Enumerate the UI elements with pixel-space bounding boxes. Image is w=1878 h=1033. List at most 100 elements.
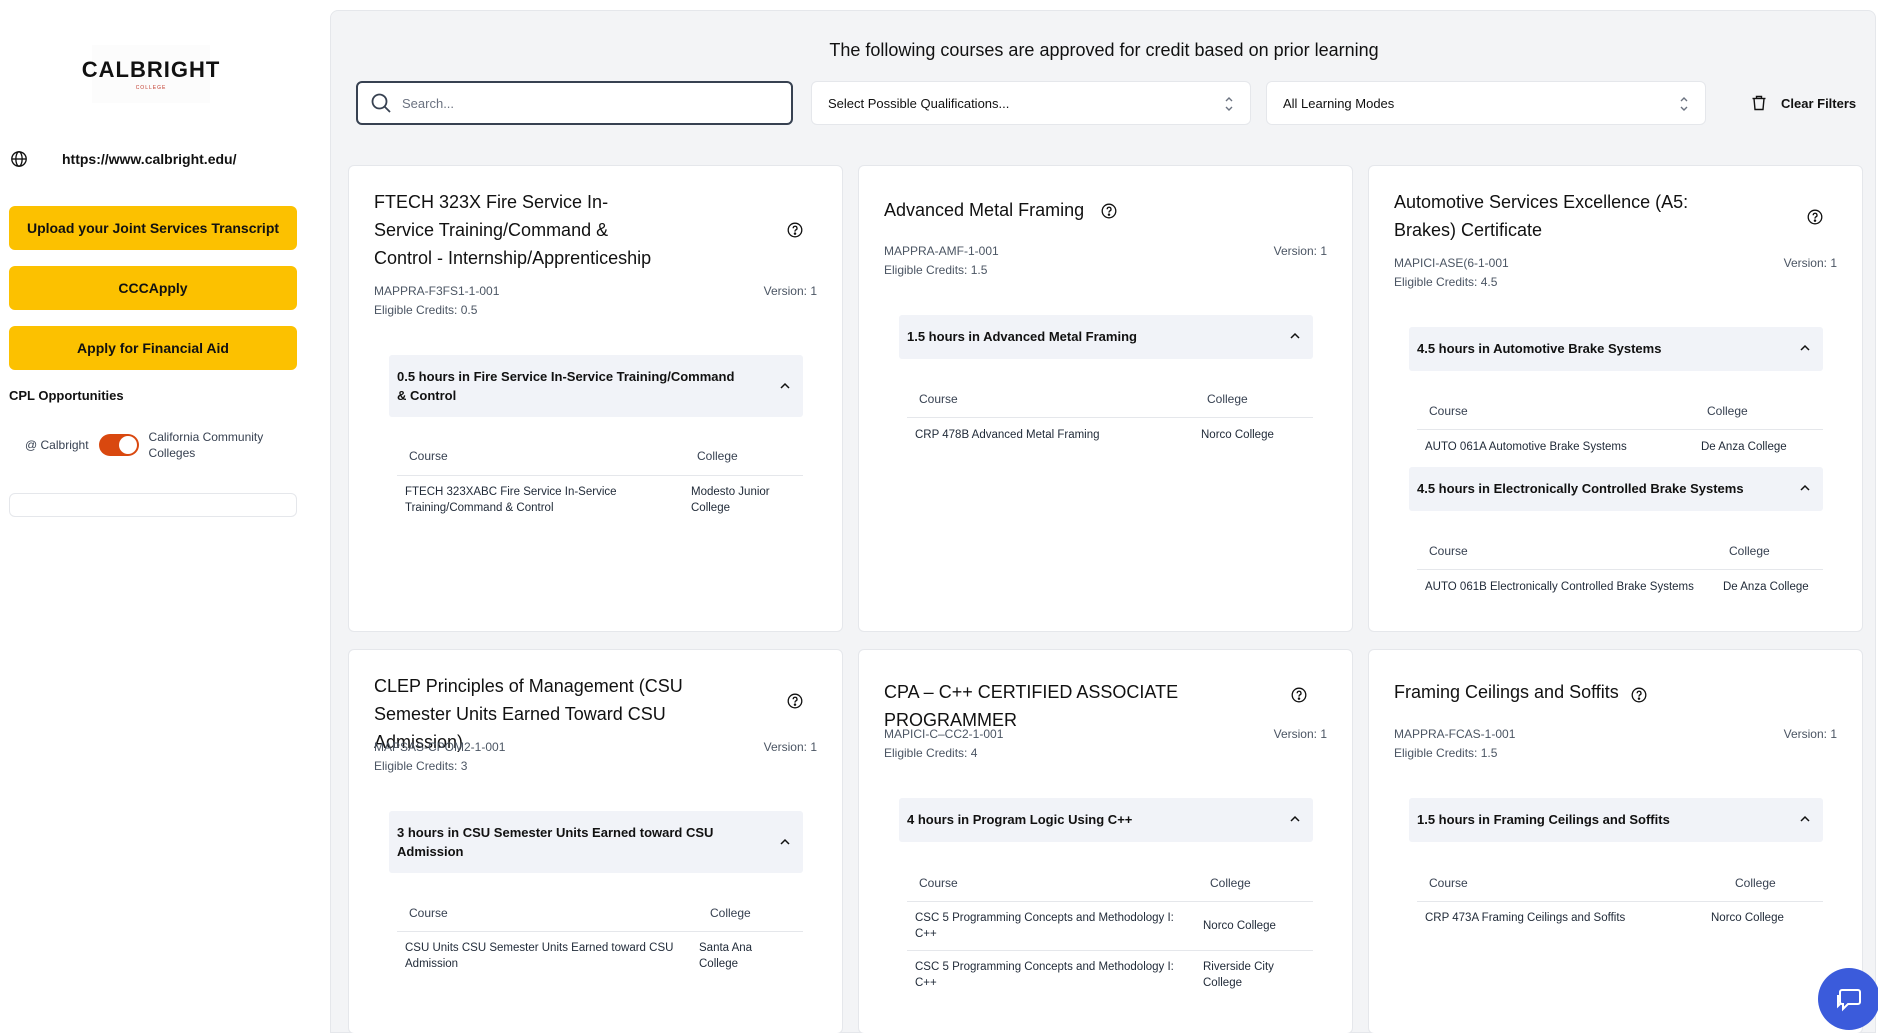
chevron-up-icon bbox=[1800, 344, 1810, 351]
course-column-header: Course bbox=[1429, 404, 1468, 418]
table-header: Course College bbox=[397, 906, 803, 926]
course-cell: CSC 5 Programming Concepts and Methodolo… bbox=[915, 961, 1174, 989]
card-version: Version: 1 bbox=[763, 284, 817, 298]
college-cell: Norco College bbox=[1203, 920, 1276, 932]
card-version: Version: 1 bbox=[1783, 727, 1837, 741]
accordion-header[interactable]: 0.5 hours in Fire Service In-Service Tra… bbox=[389, 355, 803, 417]
accordion-heading: 0.5 hours in Fire Service In-Service Tra… bbox=[397, 369, 735, 403]
accordion-heading: 1.5 hours in Framing Ceilings and Soffit… bbox=[1417, 812, 1670, 827]
course-cell: FTECH 323XABC Fire Service In-Service Tr… bbox=[405, 486, 617, 514]
college-cell: Norco College bbox=[1711, 912, 1784, 924]
card-code: MAPSAS-CPOM2-1-001 bbox=[374, 740, 506, 754]
card-title: FTECH 323X Fire Service In-Service Train… bbox=[374, 192, 652, 268]
site-link-row: https://www.calbright.edu/ bbox=[10, 150, 236, 168]
help-circle-icon[interactable] bbox=[1807, 209, 1823, 225]
card-version: Version: 1 bbox=[763, 740, 817, 754]
table-header: Course College bbox=[907, 392, 1313, 412]
learning-modes-select[interactable]: All Learning Modes bbox=[1266, 81, 1706, 125]
course-cell: AUTO 061A Automotive Brake Systems bbox=[1425, 441, 1627, 453]
table-row: CSC 5 Programming Concepts and Methodolo… bbox=[907, 950, 1313, 1000]
course-column-header: Course bbox=[919, 876, 958, 890]
chevron-up-icon bbox=[780, 838, 790, 845]
accordion-header[interactable]: 4.5 hours in Electronically Controlled B… bbox=[1409, 467, 1823, 511]
site-link[interactable]: https://www.calbright.edu/ bbox=[62, 151, 237, 167]
accordion-heading: 4.5 hours in Electronically Controlled B… bbox=[1417, 481, 1744, 496]
card-version: Version: 1 bbox=[1273, 727, 1327, 741]
accordion-header[interactable]: 1.5 hours in Advanced Metal Framing bbox=[899, 315, 1313, 359]
course-column-header: Course bbox=[409, 906, 448, 920]
upload-transcript-button[interactable]: Upload your Joint Services Transcript bbox=[9, 206, 297, 250]
table-row: CSC 5 Programming Concepts and Methodolo… bbox=[907, 901, 1313, 950]
card-title: CLEP Principles of Management (CSU Semes… bbox=[374, 676, 683, 752]
table-row: CSU Units CSU Semester Units Earned towa… bbox=[397, 931, 803, 981]
help-circle-icon[interactable] bbox=[1101, 203, 1117, 219]
sidebar-empty-panel bbox=[9, 493, 297, 517]
toggle-left-label: @ Calbright bbox=[25, 438, 89, 452]
help-circle-icon[interactable] bbox=[1631, 687, 1647, 703]
course-column-header: Course bbox=[1429, 876, 1468, 890]
clear-filters-button[interactable]: Clear Filters bbox=[1751, 81, 1871, 125]
search-input[interactable] bbox=[402, 95, 782, 111]
college-cell: Norco College bbox=[1201, 429, 1274, 441]
college-column-header: College bbox=[1735, 876, 1776, 890]
cpl-scope-toggle[interactable] bbox=[98, 434, 139, 456]
chevron-up-icon bbox=[1800, 815, 1810, 822]
college-column-header: College bbox=[697, 449, 738, 463]
cccapply-button[interactable]: CCCApply bbox=[9, 266, 297, 310]
logo-subtext: COLLEGE bbox=[135, 85, 167, 91]
college-cell: De Anza College bbox=[1723, 581, 1809, 593]
accordion-heading: 1.5 hours in Advanced Metal Framing bbox=[907, 329, 1137, 344]
card-credits: Eligible Credits: 0.5 bbox=[374, 303, 478, 317]
chevron-updown-icon bbox=[1680, 97, 1688, 111]
card-credits: Eligible Credits: 4 bbox=[884, 746, 978, 760]
card-title: Automotive Services Excellence (A5: Brak… bbox=[1394, 192, 1689, 240]
trash-icon bbox=[1752, 95, 1766, 111]
search-icon bbox=[371, 93, 391, 113]
cpl-opportunities-heading: CPL Opportunities bbox=[9, 388, 124, 403]
chevron-up-icon bbox=[780, 382, 790, 389]
accordion-header[interactable]: 4.5 hours in Automotive Brake Systems bbox=[1409, 327, 1823, 371]
course-card: FTECH 323X Fire Service In-Service Train… bbox=[348, 165, 843, 632]
table-header: Course College bbox=[1417, 876, 1823, 896]
toggle-right-label: California Community Colleges bbox=[148, 430, 264, 460]
college-cell: Santa Ana College bbox=[699, 942, 753, 970]
table-header: Course College bbox=[1417, 544, 1823, 564]
sidebar: CALBRIGHT COLLEGE https://www.calbright.… bbox=[0, 0, 328, 1033]
college-column-header: College bbox=[710, 906, 751, 920]
logo-wordmark: CALBRIGHT bbox=[81, 57, 221, 82]
card-code: MAPPRA-FCAS-1-001 bbox=[1394, 727, 1516, 741]
course-column-header: Course bbox=[1429, 544, 1468, 558]
college-cell: Modesto Junior College bbox=[691, 486, 770, 514]
accordion-heading: 3 hours in CSU Semester Units Earned tow… bbox=[397, 825, 714, 859]
accordion-header[interactable]: 1.5 hours in Framing Ceilings and Soffit… bbox=[1409, 798, 1823, 842]
card-version: Version: 1 bbox=[1783, 256, 1837, 270]
accordion-header[interactable]: 3 hours in CSU Semester Units Earned tow… bbox=[389, 811, 803, 873]
card-code: MAPPRA-F3FS1-1-001 bbox=[374, 284, 500, 298]
help-circle-icon[interactable] bbox=[1291, 687, 1307, 703]
financial-aid-button[interactable]: Apply for Financial Aid bbox=[9, 326, 297, 370]
course-card: Framing Ceilings and Soffits MAPPRA-FCAS… bbox=[1368, 649, 1863, 1033]
college-column-header: College bbox=[1707, 404, 1748, 418]
chat-button[interactable] bbox=[1818, 968, 1878, 1030]
course-cell: CRP 478B Advanced Metal Framing bbox=[915, 429, 1100, 441]
accordion-heading: 4 hours in Program Logic Using C++ bbox=[907, 812, 1133, 827]
globe-icon bbox=[11, 151, 27, 167]
course-column-header: Course bbox=[409, 449, 448, 463]
help-circle-icon[interactable] bbox=[787, 693, 803, 709]
main-panel: The following courses are approved for c… bbox=[330, 10, 1876, 1033]
card-version: Version: 1 bbox=[1273, 244, 1327, 258]
card-code: MAPPRA-AMF-1-001 bbox=[884, 244, 999, 258]
card-title: CPA – C++ CERTIFIED ASSOCIATE PROGRAMMER bbox=[884, 682, 1179, 730]
card-credits: Eligible Credits: 1.5 bbox=[1394, 746, 1498, 760]
search-box[interactable] bbox=[356, 81, 793, 125]
chat-icon bbox=[1837, 989, 1861, 1012]
chevron-up-icon bbox=[1290, 815, 1300, 822]
help-circle-icon[interactable] bbox=[787, 222, 803, 238]
card-code: MAPICI-C–CC2-1-001 bbox=[884, 727, 1004, 741]
qualifications-select[interactable]: Select Possible Qualifications... bbox=[811, 81, 1251, 125]
card-title: Framing Ceilings and Soffits bbox=[1394, 682, 1619, 702]
toggle-knob bbox=[118, 436, 137, 454]
chevron-up-icon bbox=[1290, 332, 1300, 339]
accordion-header[interactable]: 4 hours in Program Logic Using C++ bbox=[899, 798, 1313, 842]
college-column-header: College bbox=[1207, 392, 1248, 406]
